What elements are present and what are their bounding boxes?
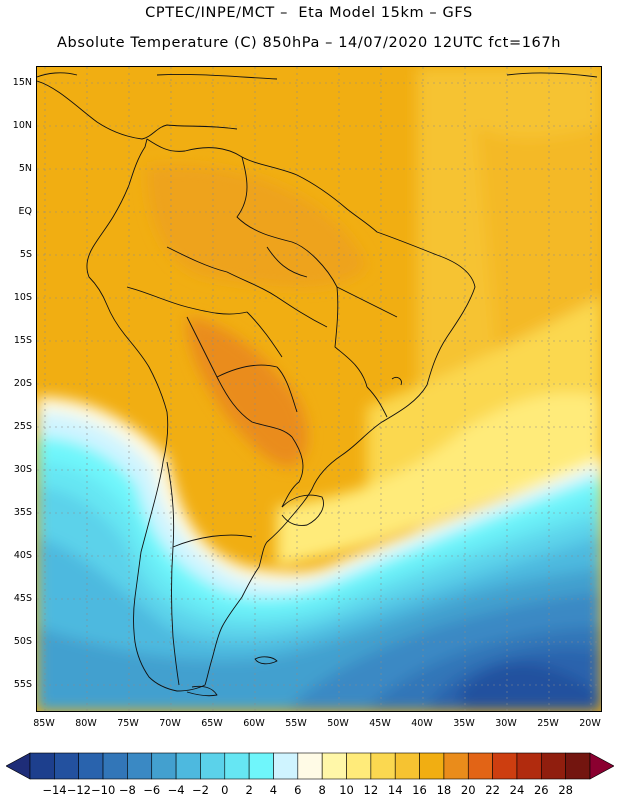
- colorbar-box: [443, 752, 469, 780]
- colorbar-label: 8: [318, 783, 326, 797]
- temperature-field: [37, 67, 601, 711]
- colorbar-box: [224, 752, 250, 780]
- colorbar-label: 16: [412, 783, 427, 797]
- colorbar-box: [102, 752, 128, 780]
- lon-label: 25W: [537, 718, 559, 729]
- colorbar-box: [419, 752, 445, 780]
- lat-label: 15N: [12, 77, 32, 88]
- lat-label: 30S: [13, 464, 32, 475]
- colorbar-label: 6: [294, 783, 302, 797]
- colorbar-box: [467, 752, 493, 780]
- colorbar-label: −8: [118, 783, 136, 797]
- colorbar-box: [200, 752, 226, 780]
- lat-label: 25S: [13, 421, 32, 432]
- lon-label: 20W: [579, 718, 601, 729]
- colorbar-label: 26: [533, 783, 549, 797]
- colorbar-label: −4: [167, 783, 185, 797]
- lat-label: 55S: [13, 679, 32, 690]
- colorbar-label: 12: [363, 783, 379, 797]
- colorbar-label: 14: [387, 783, 403, 797]
- colorbar-label: 0: [221, 783, 229, 797]
- colorbar-box: [175, 752, 201, 780]
- coastlines-and-borders: [37, 72, 598, 697]
- colorbar-box: [541, 752, 566, 780]
- colorbar-box: [492, 752, 518, 780]
- colorbar-label: −2: [191, 783, 209, 797]
- colorbar-box: [29, 752, 55, 780]
- lat-label: 40S: [13, 550, 32, 561]
- lon-label: 70W: [159, 718, 181, 729]
- colorbar-box: [370, 752, 396, 780]
- colorbar-box: [78, 752, 104, 780]
- lon-label: 65W: [201, 718, 223, 729]
- colorbar-label: 20: [460, 783, 476, 797]
- colorbar-boxes: [29, 752, 591, 780]
- colorbar-box: [394, 752, 420, 780]
- temperature-map: [36, 66, 602, 712]
- colorbar-label: 18: [436, 783, 452, 797]
- lon-label: 30W: [495, 718, 517, 729]
- colorbar-box: [346, 752, 372, 780]
- colorbar-label: 24: [509, 783, 525, 797]
- lat-label: 10N: [12, 120, 32, 131]
- lon-label: 85W: [33, 718, 55, 729]
- colorbar-label: 4: [269, 783, 278, 797]
- colorbar-box: [151, 752, 177, 780]
- colorbar-label: −10: [91, 783, 116, 797]
- colorbar-box: [321, 752, 347, 780]
- lat-label: 10S: [13, 292, 32, 303]
- lat-label: EQ: [18, 206, 32, 217]
- lon-label: 35W: [453, 718, 475, 729]
- lon-label: 50W: [327, 718, 349, 729]
- colorbar-box: [565, 752, 591, 780]
- lon-label: 45W: [369, 718, 391, 729]
- colorbar: [6, 752, 614, 780]
- lon-label: 80W: [75, 718, 97, 729]
- colorbar-label: −12: [66, 783, 91, 797]
- colorbar-box: [297, 752, 323, 780]
- colorbar-box: [127, 752, 153, 780]
- colorbar-label: 2: [245, 783, 253, 797]
- lat-label: 20S: [13, 378, 32, 389]
- map-title-line1: CPTEC/INPE/MCT – Eta Model 15km – GFS: [145, 5, 473, 21]
- colorbar-box: [54, 752, 79, 780]
- colorbar-label: 28: [558, 783, 573, 797]
- lon-label: 40W: [411, 718, 433, 729]
- lon-label: 55W: [285, 718, 307, 729]
- map-title-line2: Absolute Temperature (C) 850hPa – 14/07/…: [57, 35, 561, 51]
- colorbar-label: 22: [485, 783, 500, 797]
- lat-lon-grid: [37, 67, 601, 711]
- lon-label: 60W: [243, 718, 265, 729]
- lat-label: 5S: [19, 249, 32, 260]
- colorbar-label: 10: [339, 783, 354, 797]
- lat-label: 45S: [13, 593, 32, 604]
- colorbar-box: [516, 752, 542, 780]
- colorbar-box: [248, 752, 274, 780]
- colorbar-high-arrow: [589, 752, 614, 780]
- lat-label: 35S: [13, 507, 32, 518]
- colorbar-label: −14: [42, 783, 67, 797]
- colorbar-box: [273, 752, 299, 780]
- lat-label: 15S: [13, 335, 32, 346]
- lat-label: 50S: [13, 636, 32, 647]
- colorbar-low-arrow: [6, 752, 31, 780]
- lat-label: 5N: [18, 163, 32, 174]
- colorbar-label: −6: [143, 783, 161, 797]
- lon-label: 75W: [117, 718, 139, 729]
